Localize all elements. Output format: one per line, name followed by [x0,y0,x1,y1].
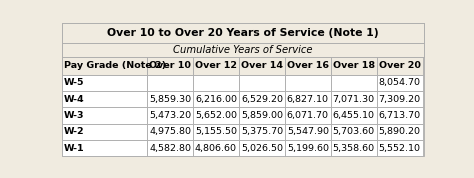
Text: 6,455.10: 6,455.10 [333,111,375,120]
Text: 5,547.90: 5,547.90 [287,127,329,136]
Text: Over 18: Over 18 [333,61,375,70]
Bar [285,140,331,156]
Bar [239,91,285,107]
Text: 7,309.20: 7,309.20 [379,95,421,104]
Bar [193,124,239,140]
Bar [193,107,239,124]
Text: 4,582.80: 4,582.80 [149,144,191,153]
Bar [285,124,331,140]
Bar [331,140,377,156]
Bar [147,140,193,156]
Text: 6,713.70: 6,713.70 [379,111,421,120]
Bar [62,23,424,43]
Bar [193,75,239,91]
Bar [331,91,377,107]
Bar [377,75,423,91]
Text: W-2: W-2 [64,127,85,136]
Bar [62,75,147,91]
Bar [193,140,239,156]
Bar [331,57,377,75]
Text: Over 10 to Over 20 Years of Service (Note 1): Over 10 to Over 20 Years of Service (Not… [107,28,379,38]
Bar [285,57,331,75]
Bar [147,124,193,140]
Bar [147,107,193,124]
Bar [147,75,193,91]
Text: 5,890.20: 5,890.20 [379,127,420,136]
Bar [377,91,423,107]
Bar [239,107,285,124]
Text: Pay Grade (Note 2): Pay Grade (Note 2) [64,61,166,70]
Bar [193,57,239,75]
Bar [62,91,147,107]
Text: 5,652.00: 5,652.00 [195,111,237,120]
Text: 5,859.00: 5,859.00 [241,111,283,120]
Text: W-4: W-4 [64,95,85,104]
Text: 5,703.60: 5,703.60 [333,127,375,136]
Text: 6,529.20: 6,529.20 [241,95,283,104]
Bar [285,75,331,91]
Text: 5,199.60: 5,199.60 [287,144,329,153]
Text: 5,026.50: 5,026.50 [241,144,283,153]
Bar [377,124,423,140]
Text: 4,975.80: 4,975.80 [149,127,191,136]
Bar [62,57,147,75]
Text: 6,827.10: 6,827.10 [287,95,329,104]
Bar [285,91,331,107]
Text: W-5: W-5 [64,78,84,87]
Text: 5,155.50: 5,155.50 [195,127,237,136]
Bar [239,57,285,75]
Text: 5,552.10: 5,552.10 [379,144,420,153]
Text: W-3: W-3 [64,111,84,120]
Bar [193,91,239,107]
Text: W-1: W-1 [64,144,85,153]
Text: 6,071.70: 6,071.70 [287,111,329,120]
Text: Over 16: Over 16 [287,61,329,70]
Text: Over 10: Over 10 [149,61,191,70]
Bar [285,107,331,124]
Bar [62,124,147,140]
Text: 5,358.60: 5,358.60 [333,144,375,153]
Bar [62,140,147,156]
Text: 5,473.20: 5,473.20 [149,111,191,120]
Bar [377,140,423,156]
Text: 8,054.70: 8,054.70 [379,78,420,87]
Bar [147,57,193,75]
Text: 5,375.70: 5,375.70 [241,127,283,136]
Bar [331,107,377,124]
Bar [62,43,424,57]
Text: Over 14: Over 14 [241,61,283,70]
Text: 7,071.30: 7,071.30 [333,95,375,104]
Bar [377,107,423,124]
Bar [239,140,285,156]
Bar [239,75,285,91]
Bar [377,57,423,75]
Text: 4,806.60: 4,806.60 [195,144,237,153]
Bar [331,75,377,91]
Bar [62,107,147,124]
Bar [331,124,377,140]
Text: Over 12: Over 12 [195,61,237,70]
Bar [147,91,193,107]
Bar [239,124,285,140]
Text: 6,216.00: 6,216.00 [195,95,237,104]
Text: Over 20: Over 20 [379,61,420,70]
Text: Cumulative Years of Service: Cumulative Years of Service [173,45,313,55]
Text: 5,859.30: 5,859.30 [149,95,191,104]
